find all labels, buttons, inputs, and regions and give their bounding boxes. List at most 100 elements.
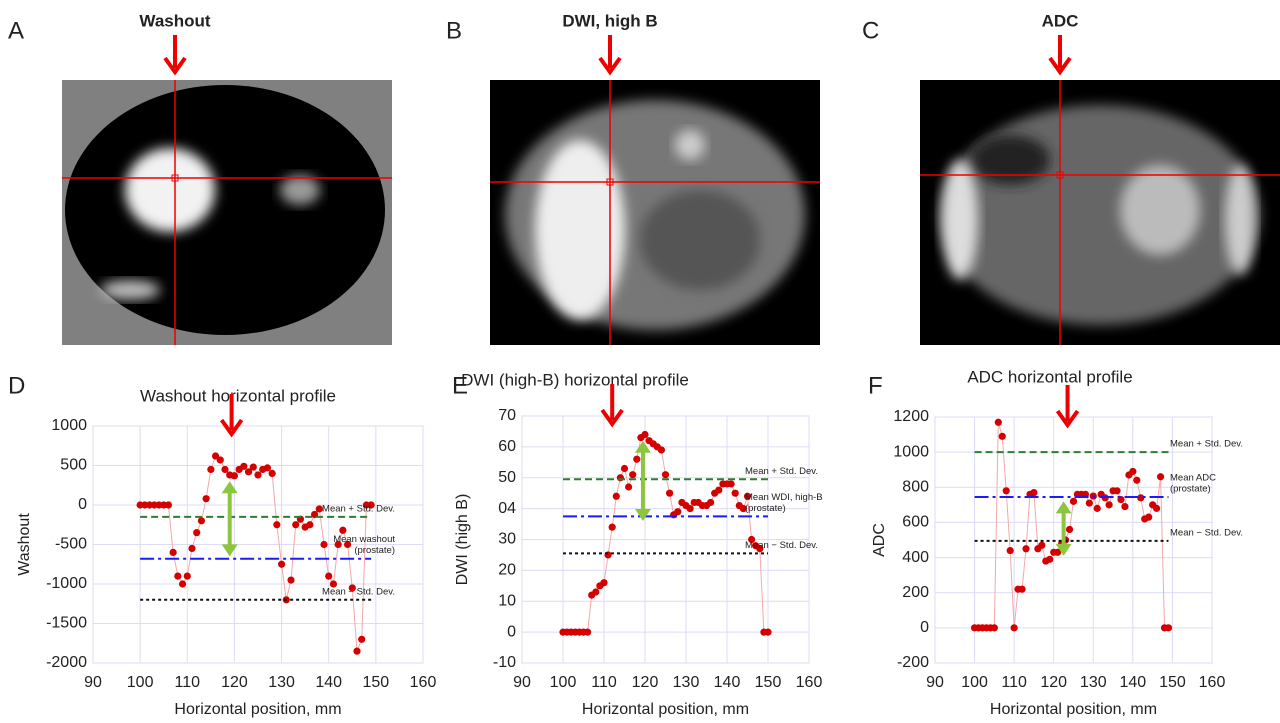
data-point bbox=[216, 456, 224, 464]
data-point bbox=[193, 529, 201, 537]
panel-letter: C bbox=[862, 17, 879, 44]
panel-letter: A bbox=[8, 17, 24, 44]
x-tick-label: 150 bbox=[755, 674, 782, 691]
x-tick-label: 150 bbox=[363, 674, 390, 691]
x-tick-label: 110 bbox=[591, 674, 617, 691]
panel-letter: E bbox=[452, 372, 468, 399]
data-point bbox=[633, 455, 641, 463]
data-point bbox=[1164, 624, 1173, 632]
data-point bbox=[1145, 513, 1153, 521]
data-point bbox=[1002, 487, 1010, 495]
position-arrow bbox=[600, 384, 624, 428]
reference-label: Mean washout bbox=[333, 534, 395, 545]
data-point bbox=[358, 635, 366, 643]
data-point bbox=[353, 647, 361, 655]
data-point bbox=[174, 572, 182, 580]
data-point bbox=[998, 432, 1006, 440]
y-tick-label: 600 bbox=[902, 514, 929, 531]
data-point bbox=[743, 492, 752, 500]
y-tick-label: 10 bbox=[498, 592, 516, 609]
data-point bbox=[315, 505, 323, 513]
data-point bbox=[1113, 487, 1121, 495]
y-tick-label: 60 bbox=[498, 438, 516, 455]
y-tick-label: -1500 bbox=[46, 615, 87, 632]
x-tick-label: 90 bbox=[513, 674, 531, 691]
arrow-head bbox=[634, 440, 651, 453]
data-point bbox=[183, 572, 191, 580]
data-point bbox=[244, 468, 253, 476]
data-point bbox=[727, 480, 735, 488]
position-arrow bbox=[219, 394, 244, 438]
x-axis-label: Horizontal position, mm bbox=[990, 701, 1157, 718]
reference-label: Mean − Std. Dev. bbox=[1170, 527, 1243, 538]
data-point bbox=[641, 430, 649, 439]
y-tick-label: 500 bbox=[60, 457, 87, 474]
data-point bbox=[666, 489, 674, 497]
data-point bbox=[764, 628, 772, 636]
data-point bbox=[1129, 467, 1137, 476]
data-point bbox=[739, 505, 748, 513]
data-point bbox=[1085, 499, 1093, 507]
data-point bbox=[230, 472, 239, 480]
x-tick-label: 140 bbox=[714, 674, 741, 691]
x-tick-label: 110 bbox=[1001, 674, 1027, 691]
y-tick-label: 20 bbox=[498, 562, 516, 579]
data-point bbox=[188, 544, 196, 553]
data-point bbox=[674, 508, 682, 516]
x-tick-label: 130 bbox=[673, 674, 700, 691]
y-tick-label: 400 bbox=[902, 549, 929, 566]
x-tick-label: 130 bbox=[268, 674, 295, 691]
x-tick-label: 110 bbox=[175, 674, 201, 691]
y-axis-label: Washout bbox=[16, 513, 33, 576]
chart-title: ADC horizontal profile bbox=[967, 367, 1132, 386]
panel-letter: B bbox=[446, 17, 462, 44]
panel-title: ADC bbox=[1042, 11, 1079, 30]
y-tick-label: 0 bbox=[78, 496, 87, 513]
x-tick-label: 90 bbox=[926, 674, 944, 691]
data-point bbox=[707, 498, 715, 507]
x-tick-label: 100 bbox=[127, 674, 154, 691]
data-point bbox=[273, 521, 281, 529]
data-point bbox=[343, 540, 352, 549]
data-point bbox=[1010, 624, 1018, 632]
reference-label: Mean + Std. Dev. bbox=[745, 466, 818, 477]
data-point bbox=[334, 540, 342, 549]
y-tick-label: 30 bbox=[498, 531, 516, 548]
y-tick-label: -10 bbox=[493, 654, 516, 671]
data-point bbox=[657, 446, 666, 454]
data-point bbox=[756, 545, 764, 553]
data-point bbox=[306, 521, 314, 529]
y-tick-label: 0 bbox=[920, 619, 929, 636]
x-tick-label: 90 bbox=[84, 674, 102, 691]
x-tick-label: 100 bbox=[961, 674, 988, 691]
reference-label: Mean WDI, high-B bbox=[745, 492, 823, 503]
data-point bbox=[211, 452, 220, 460]
chart-title: DWI (high-B) horizontal profile bbox=[461, 370, 689, 389]
y-tick-label: 1000 bbox=[51, 417, 87, 434]
data-point bbox=[197, 517, 206, 525]
data-point bbox=[1054, 548, 1062, 556]
y-tick-label: -1000 bbox=[46, 575, 87, 592]
panel-title: Washout bbox=[139, 11, 210, 30]
data-point bbox=[1022, 545, 1030, 553]
x-tick-label: 120 bbox=[632, 674, 659, 691]
reference-label: Mean − Std. Dev. bbox=[745, 540, 818, 551]
data-point bbox=[169, 548, 177, 557]
data-point bbox=[254, 471, 262, 479]
data-point bbox=[620, 464, 629, 473]
data-point bbox=[1093, 504, 1101, 512]
data-point bbox=[661, 471, 670, 479]
x-tick-label: 130 bbox=[1080, 674, 1107, 691]
y-tick-label: 800 bbox=[902, 479, 929, 496]
data-point bbox=[592, 588, 600, 596]
washout-image bbox=[62, 80, 392, 345]
data-point bbox=[268, 469, 276, 477]
arrow-head bbox=[634, 508, 651, 521]
chart-title: Washout horizontal profile bbox=[140, 386, 336, 405]
data-point bbox=[249, 463, 257, 471]
y-tick-label: 0 bbox=[507, 623, 516, 640]
y-tick-label: 200 bbox=[902, 584, 929, 601]
y-tick-label: 1200 bbox=[893, 408, 929, 425]
arrow bbox=[1048, 35, 1072, 76]
panel-title: DWI, high B bbox=[562, 11, 657, 30]
